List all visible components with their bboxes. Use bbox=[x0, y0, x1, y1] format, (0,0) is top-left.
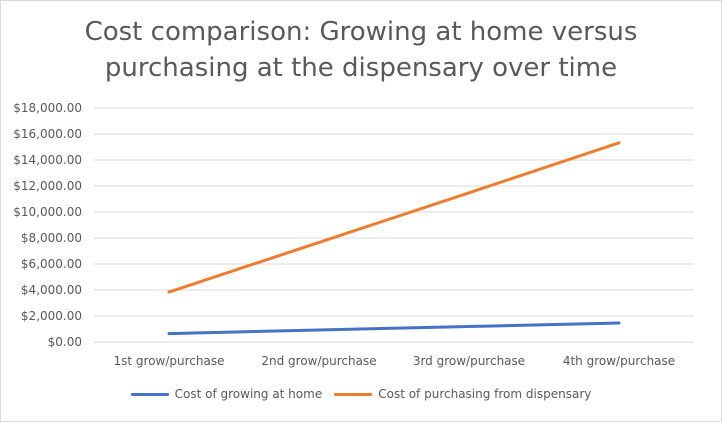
legend-label-growing: Cost of growing at home bbox=[174, 387, 323, 401]
chart-title-line-2: purchasing at the dispensary over time bbox=[104, 53, 618, 83]
y-tick-label: $14,000.00 bbox=[13, 153, 82, 167]
x-tick-label: 4th grow/purchase bbox=[563, 354, 675, 368]
y-tick-label: $0.00 bbox=[48, 335, 82, 349]
chart-title: Cost comparison: Growing at home versus … bbox=[0, 14, 722, 86]
legend: Cost of growing at home Cost of purchasi… bbox=[0, 387, 722, 401]
y-tick-label: $10,000.00 bbox=[13, 205, 82, 219]
y-tick-label: $6,000.00 bbox=[21, 257, 82, 271]
series-line-1 bbox=[167, 141, 621, 294]
legend-label-dispensary: Cost of purchasing from dispensary bbox=[378, 387, 592, 401]
legend-swatch-growing bbox=[130, 392, 169, 396]
series-lines bbox=[167, 141, 621, 336]
x-tick-label: 2nd grow/purchase bbox=[261, 354, 376, 368]
x-tick-label: 3rd grow/purchase bbox=[413, 354, 525, 368]
series-line-0 bbox=[167, 321, 621, 336]
chart-title-line-1: Cost comparison: Growing at home versus bbox=[84, 17, 638, 47]
legend-item-growing: Cost of growing at home bbox=[130, 387, 323, 401]
y-tick-label: $16,000.00 bbox=[13, 127, 82, 141]
y-tick-label: $4,000.00 bbox=[21, 283, 82, 297]
y-tick-label: $8,000.00 bbox=[21, 231, 82, 245]
x-axis-ticks: 1st grow/purchase 2nd grow/purchase 3rd gr… bbox=[114, 354, 676, 368]
legend-swatch-dispensary bbox=[334, 392, 373, 396]
legend-item-dispensary: Cost of purchasing from dispensary bbox=[334, 387, 591, 401]
y-tick-label: $18,000.00 bbox=[13, 101, 82, 115]
gridlines bbox=[94, 107, 694, 343]
y-axis-ticks: $0.00 $2,000.00 $4,000.00 $6,000.00 $8,000.0… bbox=[13, 101, 82, 349]
y-tick-label: $2,000.00 bbox=[21, 309, 82, 323]
x-tick-label: 1st grow/purchase bbox=[114, 354, 225, 368]
y-tick-label: $12,000.00 bbox=[13, 179, 82, 193]
